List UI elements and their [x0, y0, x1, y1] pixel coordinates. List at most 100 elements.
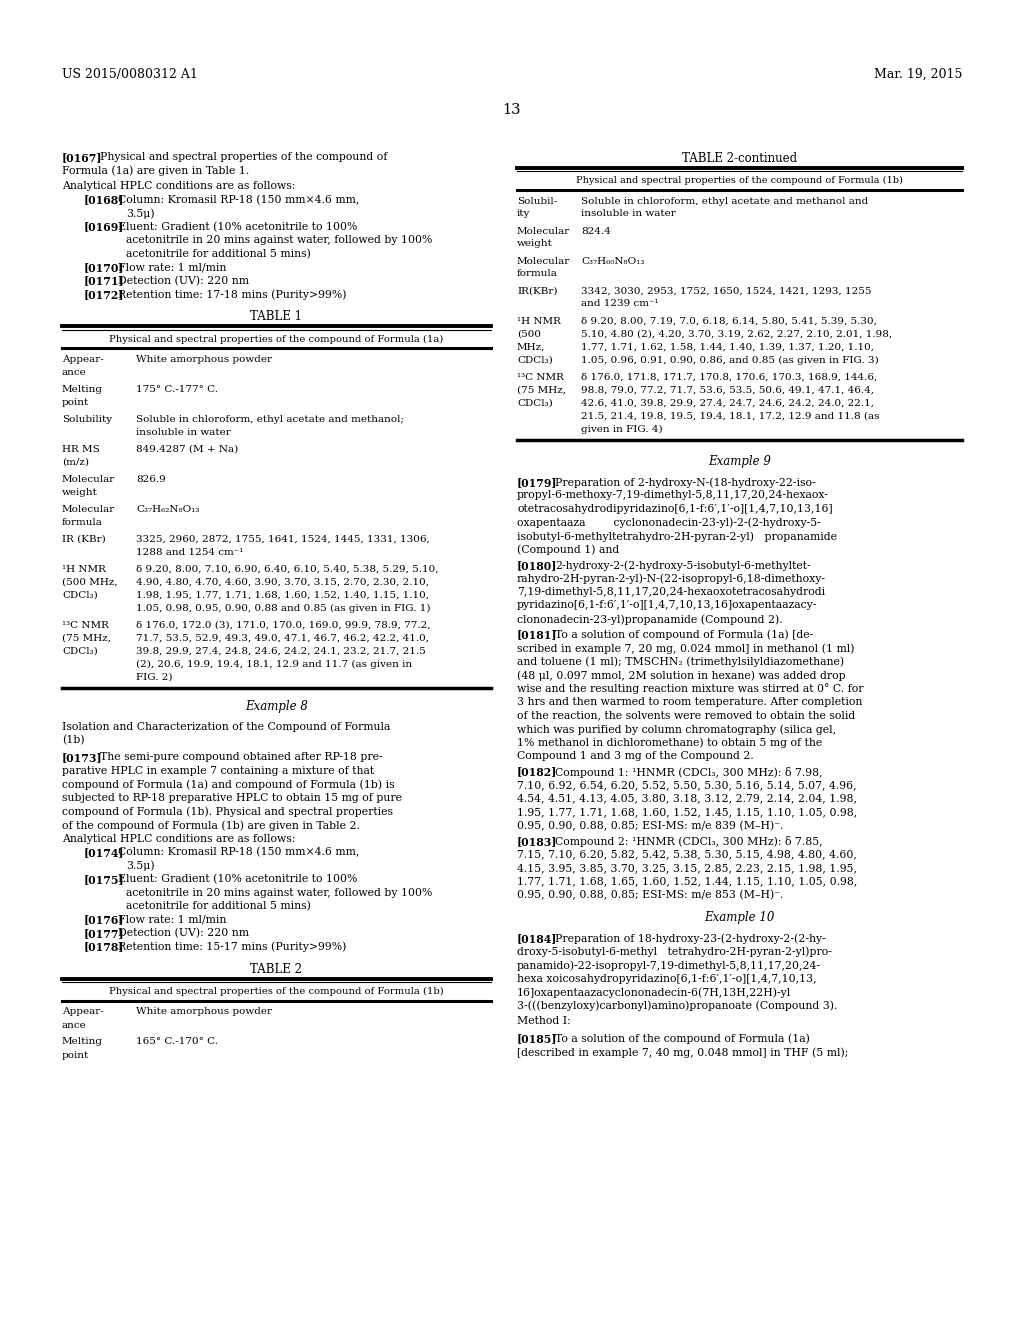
- Text: MHz,: MHz,: [517, 342, 546, 351]
- Text: [0176]: [0176]: [84, 915, 125, 925]
- Text: [0181]: [0181]: [517, 630, 557, 640]
- Text: (2), 20.6, 19.9, 19.4, 18.1, 12.9 and 11.7 (as given in: (2), 20.6, 19.9, 19.4, 18.1, 12.9 and 11…: [136, 660, 412, 669]
- Text: 3342, 3030, 2953, 1752, 1650, 1524, 1421, 1293, 1255: 3342, 3030, 2953, 1752, 1650, 1524, 1421…: [581, 286, 871, 296]
- Text: CDCl₃): CDCl₃): [517, 399, 553, 408]
- Text: 1.05, 0.98, 0.95, 0.90, 0.88 and 0.85 (as given in FIG. 1): 1.05, 0.98, 0.95, 0.90, 0.88 and 0.85 (a…: [136, 605, 430, 612]
- Text: 5.10, 4.80 (2), 4.20, 3.70, 3.19, 2.62, 2.27, 2.10, 2.01, 1.98,: 5.10, 4.80 (2), 4.20, 3.70, 3.19, 2.62, …: [581, 330, 892, 338]
- Text: 13: 13: [503, 103, 521, 117]
- Text: 4.90, 4.80, 4.70, 4.60, 3.90, 3.70, 3.15, 2.70, 2.30, 2.10,: 4.90, 4.80, 4.70, 4.60, 3.90, 3.70, 3.15…: [136, 578, 429, 587]
- Text: formula: formula: [62, 517, 102, 527]
- Text: 42.6, 41.0, 39.8, 29.9, 27.4, 24.7, 24.6, 24.2, 24.0, 22.1,: 42.6, 41.0, 39.8, 29.9, 27.4, 24.7, 24.6…: [581, 399, 874, 408]
- Text: The semi-pure compound obtained after RP-18 pre-: The semi-pure compound obtained after RP…: [100, 752, 383, 763]
- Text: Example 10: Example 10: [705, 912, 775, 924]
- Text: Soluble in chloroform, ethyl acetate and methanol and: Soluble in chloroform, ethyl acetate and…: [581, 197, 868, 206]
- Text: (Compound 1) and: (Compound 1) and: [517, 544, 620, 556]
- Text: [0178]: [0178]: [84, 941, 125, 953]
- Text: Appear-: Appear-: [62, 355, 103, 364]
- Text: acetonitrile for additional 5 mins): acetonitrile for additional 5 mins): [126, 902, 311, 911]
- Text: δ 176.0, 171.8, 171.7, 170.8, 170.6, 170.3, 168.9, 144.6,: δ 176.0, 171.8, 171.7, 170.8, 170.6, 170…: [581, 372, 878, 381]
- Text: which was purified by column chromatography (silica gel,: which was purified by column chromatogra…: [517, 723, 837, 734]
- Text: rahydro-2H-pyran-2-yl)-N-(22-isopropyl-6,18-dimethoxy-: rahydro-2H-pyran-2-yl)-N-(22-isopropyl-6…: [517, 573, 826, 583]
- Text: Molecular: Molecular: [517, 256, 570, 265]
- Text: propyl-6-methoxy-7,19-dimethyl-5,8,11,17,20,24-hexaox-: propyl-6-methoxy-7,19-dimethyl-5,8,11,17…: [517, 491, 828, 500]
- Text: insoluble in water: insoluble in water: [581, 210, 676, 219]
- Text: Formula (1a) are given in Table 1.: Formula (1a) are given in Table 1.: [62, 165, 249, 176]
- Text: 3 hrs and then warmed to room temperature. After completion: 3 hrs and then warmed to room temperatur…: [517, 697, 862, 708]
- Text: δ 9.20, 8.00, 7.10, 6.90, 6.40, 6.10, 5.40, 5.38, 5.29, 5.10,: δ 9.20, 8.00, 7.10, 6.90, 6.40, 6.10, 5.…: [136, 565, 438, 574]
- Text: IR(KBr): IR(KBr): [517, 286, 557, 296]
- Text: [0175]: [0175]: [84, 874, 125, 884]
- Text: Physical and spectral properties of the compound of Formula (1a): Physical and spectral properties of the …: [110, 334, 443, 343]
- Text: droxy-5-isobutyl-6-methyl   tetrahydro-2H-pyran-2-yl)pro-: droxy-5-isobutyl-6-methyl tetrahydro-2H-…: [517, 946, 831, 957]
- Text: Eluent: Gradient (10% acetonitrile to 100%: Eluent: Gradient (10% acetonitrile to 10…: [118, 222, 357, 232]
- Text: 0.95, 0.90, 0.88, 0.85; ESI-MS: m/e 853 (M–H)⁻.: 0.95, 0.90, 0.88, 0.85; ESI-MS: m/e 853 …: [517, 890, 783, 900]
- Text: Example 8: Example 8: [245, 700, 308, 713]
- Text: 1.77, 1.71, 1.68, 1.65, 1.60, 1.52, 1.44, 1.15, 1.10, 1.05, 0.98,: 1.77, 1.71, 1.68, 1.65, 1.60, 1.52, 1.44…: [517, 876, 857, 887]
- Text: δ 176.0, 172.0 (3), 171.0, 170.0, 169.0, 99.9, 78.9, 77.2,: δ 176.0, 172.0 (3), 171.0, 170.0, 169.0,…: [136, 620, 430, 630]
- Text: C₃₇H₆₀N₈O₁₃: C₃₇H₆₀N₈O₁₃: [581, 256, 644, 265]
- Text: Preparation of 18-hydroxy-23-(2-hydroxy-2-(2-hy-: Preparation of 18-hydroxy-23-(2-hydroxy-…: [555, 933, 825, 944]
- Text: Isolation and Characterization of the Compound of Formula: Isolation and Characterization of the Co…: [62, 722, 390, 731]
- Text: [0171]: [0171]: [84, 276, 125, 286]
- Text: FIG. 2): FIG. 2): [136, 673, 172, 682]
- Text: 4.54, 4.51, 4.13, 4.05, 3.80, 3.18, 3.12, 2.79, 2.14, 2.04, 1.98,: 4.54, 4.51, 4.13, 4.05, 3.80, 3.18, 3.12…: [517, 793, 857, 804]
- Text: 1.05, 0.96, 0.91, 0.90, 0.86, and 0.85 (as given in FIG. 3): 1.05, 0.96, 0.91, 0.90, 0.86, and 0.85 (…: [581, 355, 879, 364]
- Text: Retention time: 17-18 mins (Purity>99%): Retention time: 17-18 mins (Purity>99%): [118, 289, 346, 300]
- Text: Physical and spectral properties of the compound of: Physical and spectral properties of the …: [100, 152, 387, 162]
- Text: subjected to RP-18 preparative HPLC to obtain 15 mg of pure: subjected to RP-18 preparative HPLC to o…: [62, 793, 402, 803]
- Text: ¹³C NMR: ¹³C NMR: [517, 372, 564, 381]
- Text: TABLE 2: TABLE 2: [251, 964, 302, 975]
- Text: Analytical HPLC conditions are as follows:: Analytical HPLC conditions are as follow…: [62, 833, 295, 843]
- Text: given in FIG. 4): given in FIG. 4): [581, 425, 663, 434]
- Text: Detection (UV): 220 nm: Detection (UV): 220 nm: [118, 928, 249, 939]
- Text: 824.4: 824.4: [581, 227, 610, 235]
- Text: US 2015/0080312 A1: US 2015/0080312 A1: [62, 69, 198, 81]
- Text: Analytical HPLC conditions are as follows:: Analytical HPLC conditions are as follow…: [62, 181, 295, 191]
- Text: 3.5μ): 3.5μ): [126, 861, 155, 871]
- Text: (500: (500: [517, 330, 541, 338]
- Text: 3.5μ): 3.5μ): [126, 209, 155, 219]
- Text: of the compound of Formula (1b) are given in Table 2.: of the compound of Formula (1b) are give…: [62, 820, 359, 830]
- Text: 71.7, 53.5, 52.9, 49.3, 49.0, 47.1, 46.7, 46.2, 42.2, 41.0,: 71.7, 53.5, 52.9, 49.3, 49.0, 47.1, 46.7…: [136, 634, 429, 643]
- Text: [0168]: [0168]: [84, 194, 124, 206]
- Text: Appear-: Appear-: [62, 1007, 103, 1016]
- Text: Molecular: Molecular: [62, 475, 116, 484]
- Text: Melting: Melting: [62, 385, 103, 393]
- Text: Melting: Melting: [62, 1038, 103, 1047]
- Text: [0179]: [0179]: [517, 477, 557, 488]
- Text: 1.77, 1.71, 1.62, 1.58, 1.44, 1.40, 1.39, 1.37, 1.20, 1.10,: 1.77, 1.71, 1.62, 1.58, 1.44, 1.40, 1.39…: [581, 342, 874, 351]
- Text: Example 9: Example 9: [708, 455, 771, 469]
- Text: ity: ity: [517, 210, 530, 219]
- Text: parative HPLC in example 7 containing a mixture of that: parative HPLC in example 7 containing a …: [62, 766, 374, 776]
- Text: ance: ance: [62, 1020, 87, 1030]
- Text: point: point: [62, 399, 89, 407]
- Text: Compound 1 and 3 mg of the Compound 2.: Compound 1 and 3 mg of the Compound 2.: [517, 751, 754, 762]
- Text: (500 MHz,: (500 MHz,: [62, 578, 118, 587]
- Text: 3-(((benzyloxy)carbonyl)amino)propanoate (Compound 3).: 3-(((benzyloxy)carbonyl)amino)propanoate…: [517, 1001, 838, 1011]
- Text: and 1239 cm⁻¹: and 1239 cm⁻¹: [581, 300, 658, 309]
- Text: 3325, 2960, 2872, 1755, 1641, 1524, 1445, 1331, 1306,: 3325, 2960, 2872, 1755, 1641, 1524, 1445…: [136, 535, 430, 544]
- Text: Compound 2: ¹HNMR (CDCl₃, 300 MHz): δ 7.85,: Compound 2: ¹HNMR (CDCl₃, 300 MHz): δ 7.…: [555, 836, 822, 847]
- Text: ¹H NMR: ¹H NMR: [517, 317, 561, 326]
- Text: 7.10, 6.92, 6.54, 6.20, 5.52, 5.50, 5.30, 5.16, 5.14, 5.07, 4.96,: 7.10, 6.92, 6.54, 6.20, 5.52, 5.50, 5.30…: [517, 780, 857, 789]
- Text: Method I:: Method I:: [517, 1016, 570, 1026]
- Text: IR (KBr): IR (KBr): [62, 535, 105, 544]
- Text: [0172]: [0172]: [84, 289, 125, 300]
- Text: [0169]: [0169]: [84, 222, 124, 232]
- Text: CDCl₃): CDCl₃): [62, 647, 97, 656]
- Text: [0185]: [0185]: [517, 1034, 557, 1044]
- Text: ance: ance: [62, 368, 87, 378]
- Text: scribed in example 7, 20 mg, 0.024 mmol] in methanol (1 ml): scribed in example 7, 20 mg, 0.024 mmol]…: [517, 643, 854, 653]
- Text: 165° C.-170° C.: 165° C.-170° C.: [136, 1038, 218, 1047]
- Text: [0173]: [0173]: [62, 752, 102, 763]
- Text: acetonitrile in 20 mins against water, followed by 100%: acetonitrile in 20 mins against water, f…: [126, 887, 432, 898]
- Text: White amorphous powder: White amorphous powder: [136, 1007, 272, 1016]
- Text: Column: Kromasil RP-18 (150 mm×4.6 mm,: Column: Kromasil RP-18 (150 mm×4.6 mm,: [118, 847, 359, 858]
- Text: (75 MHz,: (75 MHz,: [62, 634, 111, 643]
- Text: Solubil-: Solubil-: [517, 197, 557, 206]
- Text: compound of Formula (1a) and compound of Formula (1b) is: compound of Formula (1a) and compound of…: [62, 780, 394, 791]
- Text: (75 MHz,: (75 MHz,: [517, 385, 566, 395]
- Text: Preparation of 2-hydroxy-N-(18-hydroxy-22-iso-: Preparation of 2-hydroxy-N-(18-hydroxy-2…: [555, 477, 816, 487]
- Text: To a solution of the compound of Formula (1a): To a solution of the compound of Formula…: [555, 1034, 810, 1044]
- Text: 7,19-dimethyl-5,8,11,17,20,24-hexaoxotetracosahydrodi: 7,19-dimethyl-5,8,11,17,20,24-hexaoxotet…: [517, 587, 825, 597]
